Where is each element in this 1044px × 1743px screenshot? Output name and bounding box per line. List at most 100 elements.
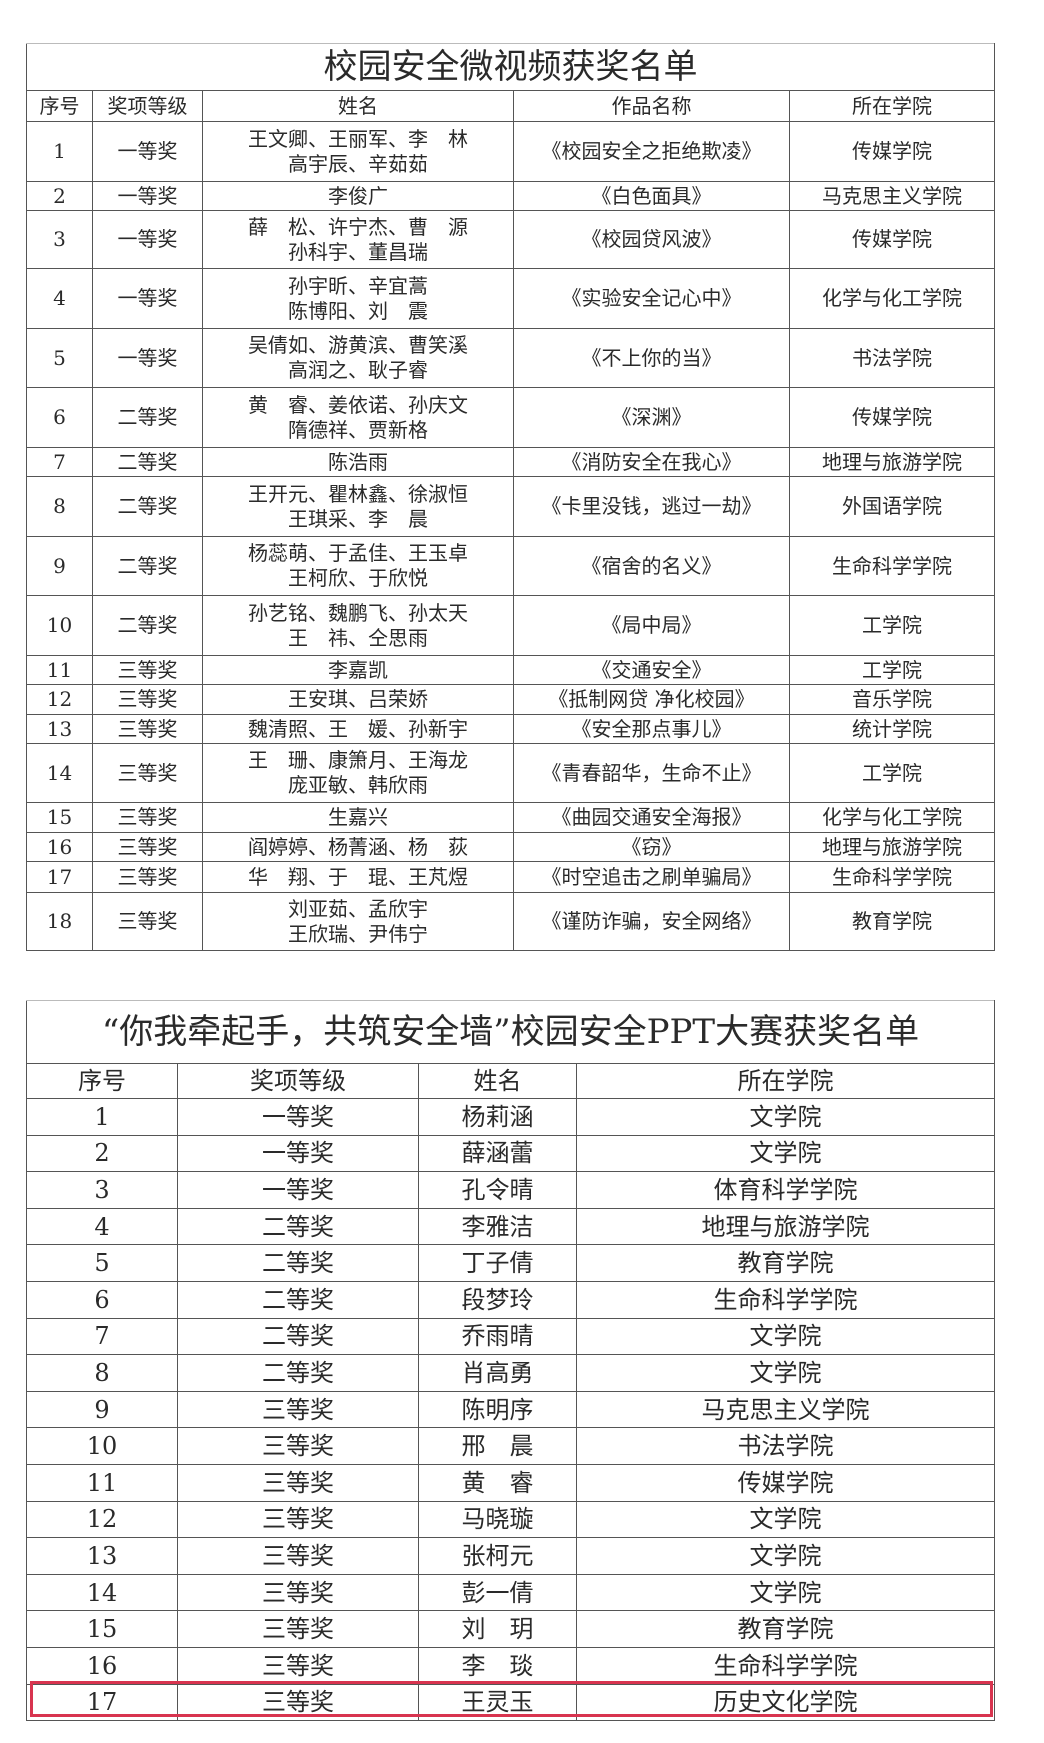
award-level: 三等奖 (177, 1500, 419, 1539)
college: 生命科学学院 (789, 536, 995, 596)
name: 黄 睿 (418, 1463, 577, 1502)
name: 段梦玲 (418, 1280, 577, 1319)
name-line: 孙科宇、董昌瑞 (288, 239, 428, 264)
table-row: 1 一等奖 杨莉涵 文学院 (26, 1098, 996, 1136)
table-row: 7 二等奖 陈浩雨 《消防安全在我心》 地理与旅游学院 (26, 447, 995, 477)
names: 生嘉兴 (202, 802, 514, 833)
award-level: 一等奖 (92, 328, 203, 388)
names: 王安琪、吕荣娇 (202, 684, 514, 715)
award-level: 三等奖 (177, 1573, 419, 1612)
college: 文学院 (575, 1317, 996, 1356)
table-row: 6 二等奖黄 睿、姜依诺、孙庆文 隋德祥、贾新格 《深渊》 传媒学院 (26, 387, 995, 448)
name: 李 琰 (418, 1646, 577, 1685)
award-level: 三等奖 (92, 892, 203, 951)
names: 孙宇昕、辛宜蒿 陈博阳、刘 震 (202, 268, 514, 329)
college: 文学院 (575, 1134, 996, 1173)
award-level: 三等奖 (92, 743, 203, 803)
college: 统计学院 (789, 714, 995, 744)
name: 孔令晴 (418, 1171, 577, 1209)
name-line: 庞亚敏、韩欣雨 (288, 773, 428, 797)
college: 生命科学学院 (575, 1280, 996, 1319)
name-line: 孙宇昕、辛宜蒿 (288, 273, 428, 298)
header-cell: 所在学院 (575, 1063, 996, 1099)
names: 黄 睿、姜依诺、孙庆文 隋德祥、贾新格 (202, 387, 514, 448)
row-number: 8 (26, 1354, 178, 1392)
header-cell: 奖项等级 (92, 90, 203, 122)
college: 文学院 (575, 1098, 996, 1136)
row-number: 16 (26, 1646, 178, 1685)
work-title: 《时空追击之刷单骗局》 (513, 861, 790, 893)
college: 教育学院 (575, 1610, 996, 1648)
award-level: 二等奖 (92, 387, 203, 448)
table-row: 9 三等奖 陈明序 马克思主义学院 (26, 1390, 996, 1429)
name-line: 王 珊、康箫月、王海龙 (248, 748, 468, 772)
college: 地理与旅游学院 (789, 447, 995, 477)
name: 邢 晨 (418, 1427, 577, 1465)
name-line: 薛 松、许宁杰、曹 源 (248, 214, 468, 239)
college: 生命科学学院 (575, 1646, 996, 1685)
table-row: 14 三等奖 彭一倩 文学院 (26, 1573, 996, 1612)
row-number: 14 (26, 743, 93, 803)
name-line: 魏清照、王 媛、孙新宇 (248, 716, 468, 741)
award-level: 三等奖 (92, 684, 203, 715)
award-level: 一等奖 (92, 268, 203, 329)
work-title: 《卡里没钱，逃过一劫》 (513, 476, 790, 537)
college: 工学院 (789, 655, 995, 685)
row-number: 6 (26, 387, 93, 448)
names: 孙艺铭、魏鹏飞、孙太天王 祎、仝思雨 (202, 595, 514, 656)
micro-video-awards-table: 校园安全微视频获奖名单 序号 奖项等级 姓名 作品名称 所在学院 1 一等奖 王文卿… (26, 43, 995, 951)
table-row: 15 三等奖 生嘉兴 《曲园交通安全海报》 化学与化工学院 (26, 802, 995, 833)
row-number: 2 (26, 1134, 178, 1173)
college: 教育学院 (789, 892, 995, 951)
name-line: 高宇辰、辛茹茹 (288, 151, 428, 176)
award-level: 三等奖 (177, 1427, 419, 1465)
table-row: 14 三等奖王 珊、康箫月、王海龙 庞亚敏、韩欣雨 《青春韶华，生命不止》 工学院 (26, 743, 995, 803)
college: 工学院 (789, 743, 995, 803)
table-row: 3 一等奖 孔令晴 体育科学学院 (26, 1171, 996, 1209)
college: 文学院 (575, 1573, 996, 1612)
names: 王文卿、王丽军、李 林高宇辰、辛茹茹 (202, 121, 514, 182)
names: 李俊广 (202, 181, 514, 211)
college: 教育学院 (575, 1244, 996, 1282)
name: 李雅洁 (418, 1207, 577, 1246)
names: 王 珊、康箫月、王海龙 庞亚敏、韩欣雨 (202, 743, 514, 803)
row-number: 3 (26, 1171, 178, 1209)
table-row: 11 三等奖 李嘉凯 《交通安全》 工学院 (26, 655, 995, 685)
work-title: 《窃》 (513, 832, 790, 862)
row-number: 17 (26, 861, 93, 893)
name-line: 隋德祥、贾新格 (288, 417, 428, 442)
row-number: 13 (26, 1537, 178, 1575)
table-row: 15 三等奖刘 玥教育学院 (26, 1610, 996, 1648)
award-level: 一等奖 (92, 210, 203, 269)
name: 肖高勇 (418, 1354, 577, 1392)
table-row: 18 三等奖 刘亚茹、孟欣宇 王欣瑞、尹伟宁 《谨防诈骗，安全网络》 教育学院 (26, 892, 995, 951)
row-number: 11 (26, 655, 93, 685)
row-number: 6 (26, 1280, 178, 1319)
table-title: 校园安全微视频获奖名单 (26, 43, 995, 91)
table-row: 8 二等奖 肖高勇 文学院 (26, 1354, 996, 1392)
name: 马晓璇 (418, 1500, 577, 1539)
row-number: 4 (26, 268, 93, 329)
header-row: 序号 奖项等级 姓名 作品名称 所在学院 (26, 90, 995, 122)
row-number: 12 (26, 1500, 178, 1539)
award-level: 三等奖 (92, 832, 203, 862)
work-title: 《不上你的当》 (513, 328, 790, 388)
award-level: 一等奖 (177, 1171, 419, 1209)
work-title: 《宿舍的名义》 (513, 536, 790, 596)
row-number: 13 (26, 714, 93, 744)
names: 阎婷婷、杨菁涵、杨 荻 (202, 832, 514, 862)
work-title: 《白色面具》 (513, 181, 790, 211)
award-level: 三等奖 (177, 1646, 419, 1685)
table-row: 2 一等奖 李俊广 《白色面具》 马克思主义学院 (26, 181, 995, 211)
table-row: 4 一等奖 孙宇昕、辛宜蒿 陈博阳、刘 震《实验安全记心中》 化学与化工学院 (26, 268, 995, 329)
row-number: 12 (26, 684, 93, 715)
row-number: 15 (26, 1610, 178, 1648)
names: 刘亚茹、孟欣宇 王欣瑞、尹伟宁 (202, 892, 514, 951)
name-line: 黄 睿、姜依诺、孙庆文 (248, 392, 468, 417)
college: 文学院 (575, 1500, 996, 1539)
row-number: 5 (26, 1244, 178, 1282)
header-row: 序号 奖项等级 姓名 所在学院 (26, 1063, 996, 1099)
award-level: 三等奖 (92, 655, 203, 685)
row-number: 10 (26, 595, 93, 656)
college: 地理与旅游学院 (575, 1207, 996, 1246)
